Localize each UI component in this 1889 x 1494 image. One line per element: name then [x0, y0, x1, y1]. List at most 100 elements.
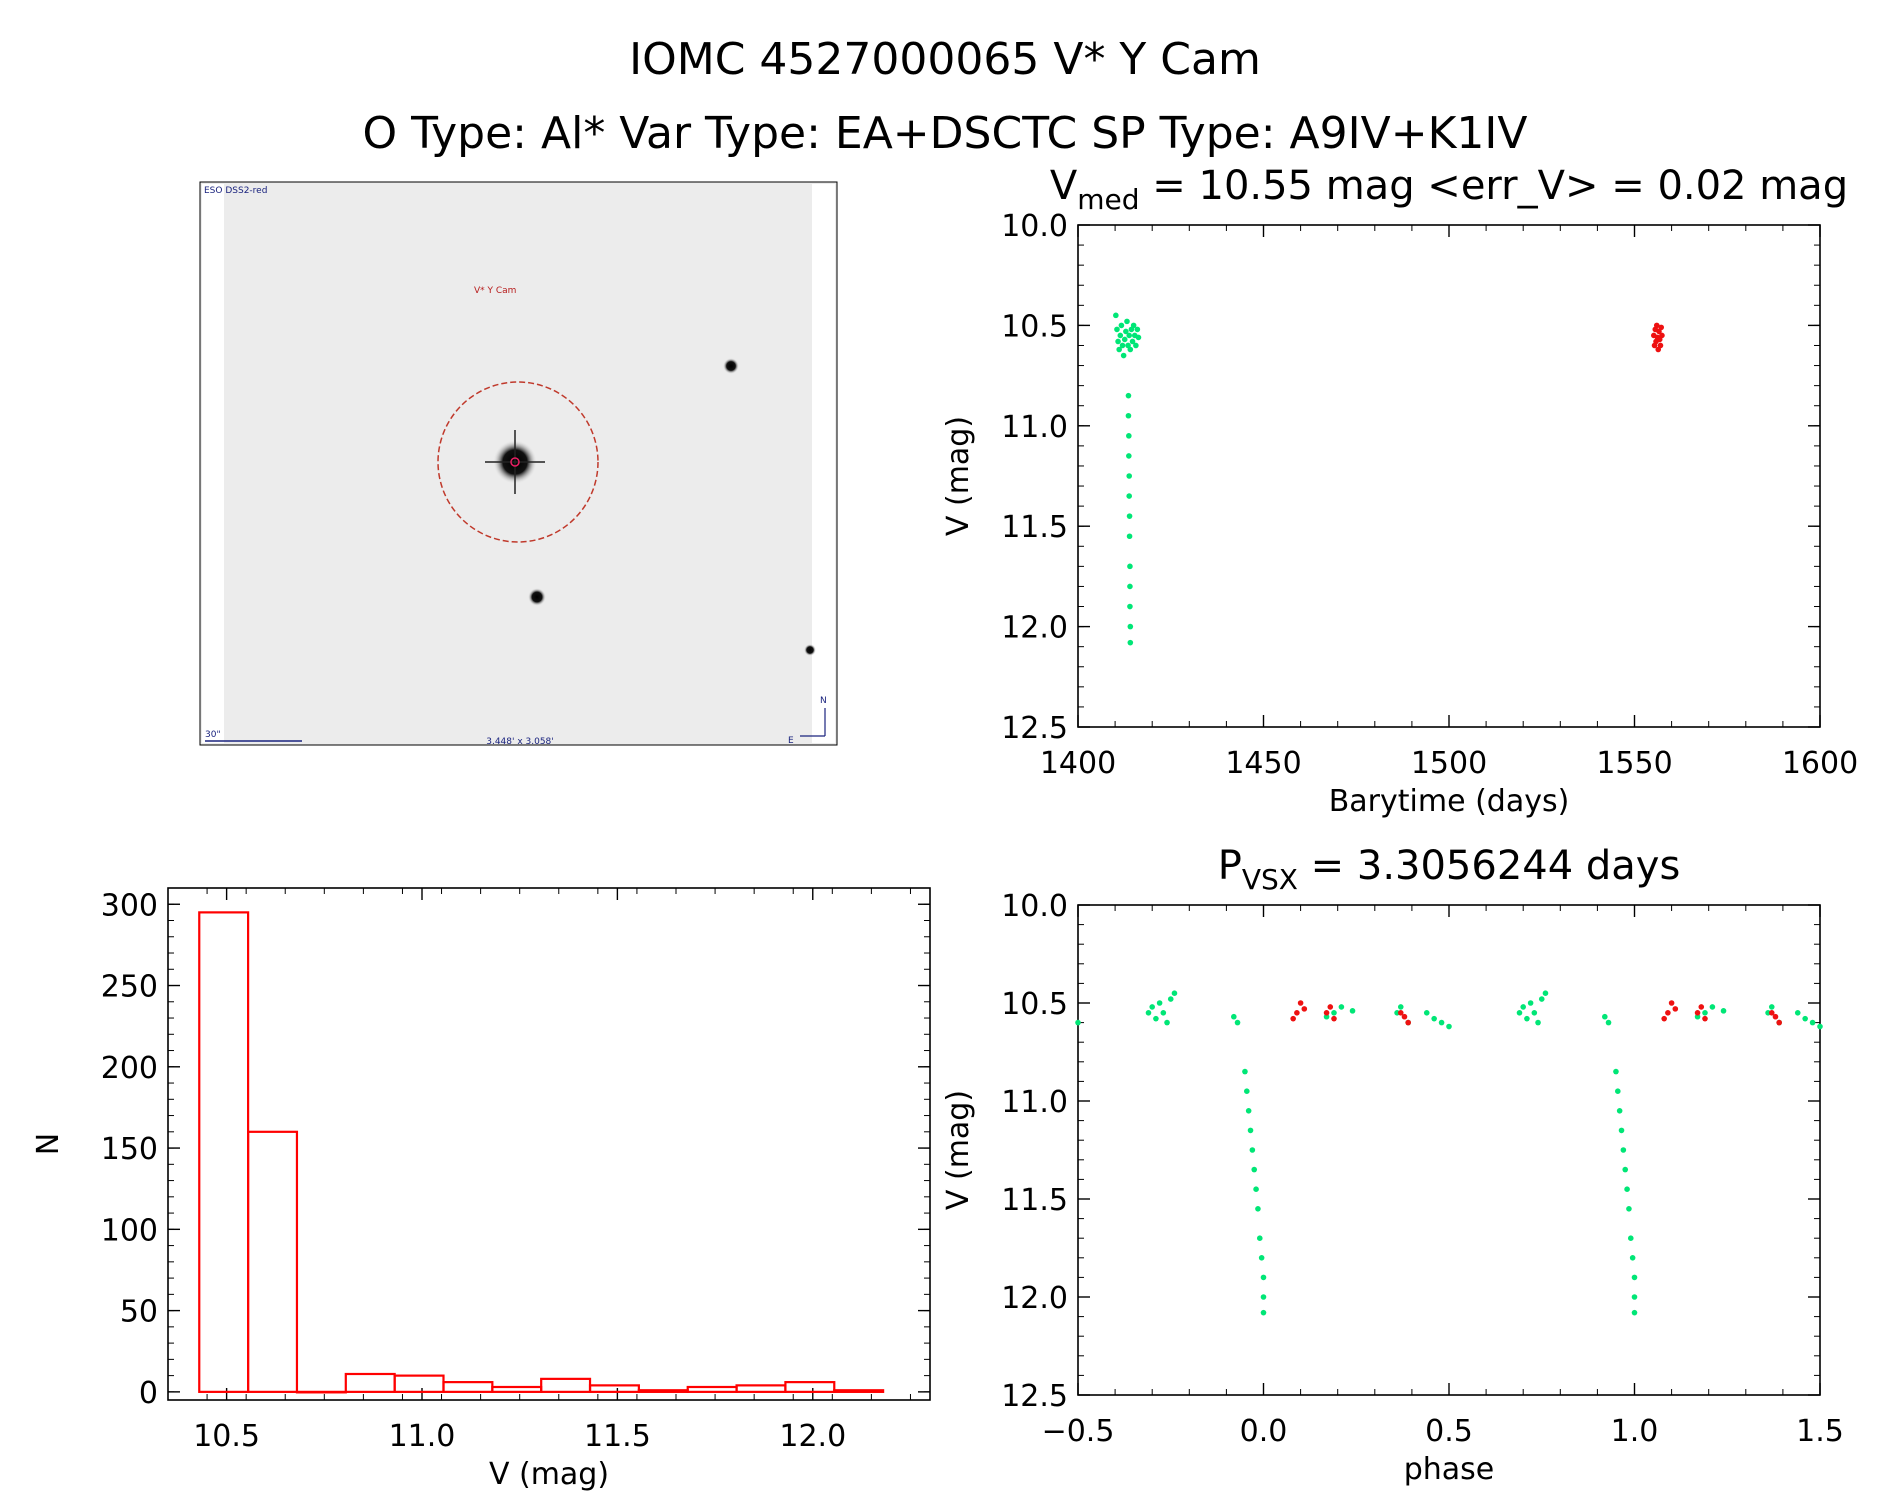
data-point-green	[1618, 1127, 1625, 1134]
data-point-green	[1120, 352, 1127, 359]
x-tick-label: 1.5	[1796, 1414, 1844, 1449]
x-axis-label: phase	[1404, 1452, 1495, 1487]
data-point-red	[1397, 1010, 1404, 1016]
data-point-green	[1431, 1015, 1437, 1022]
data-point-green	[1114, 326, 1120, 333]
x-tick-label: −0.5	[1042, 1414, 1115, 1449]
data-point-green	[1446, 1023, 1452, 1030]
data-point-green	[1127, 639, 1134, 646]
data-point-green	[1817, 1023, 1823, 1030]
data-point-red	[1401, 1013, 1408, 1020]
x-tick-label: 12.0	[779, 1419, 846, 1454]
data-point-red	[1405, 1019, 1411, 1026]
data-point-green	[1694, 1013, 1701, 1020]
data-point-red	[1297, 1000, 1304, 1006]
histogram-bar	[247, 1130, 299, 1393]
y-tick-label: 10.0	[1001, 889, 1068, 924]
data-point-green	[1126, 453, 1132, 459]
sky-image-panel: ESO DSS2-red V* Y Cam 30" 3.448' x 3.058…	[199, 181, 838, 747]
data-point-red	[1672, 1006, 1679, 1012]
data-point-green	[1349, 1008, 1356, 1014]
survey-label: ESO DSS2-red	[204, 186, 267, 196]
data-point-green	[1397, 1004, 1404, 1010]
data-point-green	[1613, 1068, 1619, 1075]
data-point-red	[1665, 1010, 1671, 1016]
data-point-green	[1126, 493, 1132, 499]
data-point-green	[1133, 342, 1139, 349]
data-point-green	[1126, 332, 1132, 339]
data-point-green	[1260, 1309, 1267, 1316]
data-point-green	[1535, 1019, 1541, 1026]
chart-title: PVSX = 3.3056244 days	[1218, 843, 1681, 896]
fov-label: 3.448' x 3.058'	[486, 737, 554, 747]
data-point-green	[1809, 1019, 1816, 1026]
histogram-bar	[295, 1390, 347, 1394]
data-point-green	[1531, 1010, 1538, 1016]
data-point-green	[1125, 412, 1132, 419]
data-point-green	[1121, 336, 1128, 343]
y-tick-label: 10.0	[1001, 209, 1068, 244]
data-point-green	[1255, 1206, 1261, 1212]
data-point-green	[1135, 334, 1142, 341]
data-point-green	[1538, 996, 1545, 1002]
data-point-green	[1156, 1000, 1163, 1006]
data-point-green	[1768, 1004, 1775, 1010]
data-point-red	[1772, 1013, 1779, 1020]
data-point-green	[1123, 328, 1129, 335]
data-point-green	[1260, 1274, 1267, 1281]
y-tick-label: 12.0	[1001, 1281, 1068, 1316]
x-tick-label: 1600	[1782, 746, 1858, 781]
y-tick-label: 100	[101, 1213, 158, 1248]
y-tick-label: 11.0	[1001, 410, 1068, 445]
data-point-red	[1659, 332, 1665, 339]
y-tick-label: 150	[101, 1132, 158, 1167]
data-point-red	[1653, 322, 1660, 329]
data-point-green	[1127, 623, 1134, 630]
data-point-green	[1127, 583, 1133, 590]
y-tick-label: 250	[101, 970, 158, 1005]
y-tick-label: 12.5	[1001, 1379, 1068, 1414]
data-point-green	[1627, 1235, 1634, 1241]
data-point-green	[1127, 563, 1133, 570]
scale-label: 30"	[205, 730, 221, 740]
x-tick-label: 0.0	[1240, 1414, 1288, 1449]
data-point-green	[1260, 1294, 1267, 1300]
data-point-green	[1149, 1004, 1155, 1010]
east-label: E	[788, 736, 794, 746]
x-tick-label: 1550	[1596, 746, 1672, 781]
data-point-green	[1520, 1004, 1526, 1010]
plot-frame	[167, 887, 931, 1401]
field-star	[804, 644, 816, 656]
data-point-green	[1115, 338, 1121, 345]
data-point-green	[1794, 1010, 1801, 1016]
data-point-green	[1160, 1010, 1167, 1016]
data-point-red	[1668, 1000, 1675, 1006]
y-tick-label: 10.5	[1001, 987, 1068, 1022]
data-point-green	[1153, 1015, 1159, 1022]
figure-title: IOMC 4527000065 V* Y Cam	[629, 34, 1261, 85]
y-tick-label: 200	[101, 1051, 158, 1086]
x-tick-label: 1.0	[1611, 1414, 1659, 1449]
data-point-green	[1124, 318, 1130, 325]
x-tick-label: 0.5	[1425, 1414, 1473, 1449]
data-point-green	[1527, 1000, 1534, 1006]
y-tick-label: 10.5	[1001, 309, 1068, 344]
data-point-green	[1631, 1274, 1638, 1281]
data-point-red	[1323, 1010, 1330, 1016]
data-point-green	[1702, 1010, 1708, 1016]
data-point-green	[1602, 1013, 1608, 1020]
y-axis-label: V (mag)	[941, 416, 976, 536]
target-label: V* Y Cam	[474, 286, 516, 296]
data-point-green	[1231, 1013, 1237, 1020]
data-point-green	[1164, 1019, 1170, 1026]
data-point-green	[1616, 1108, 1623, 1114]
data-point-green	[1126, 513, 1133, 519]
data-point-green	[1129, 338, 1136, 345]
north-label: N	[820, 696, 827, 706]
data-point-green	[1127, 603, 1133, 610]
data-point-green	[1631, 1294, 1638, 1300]
data-point-green	[1118, 322, 1125, 329]
data-point-green	[1247, 1127, 1254, 1134]
